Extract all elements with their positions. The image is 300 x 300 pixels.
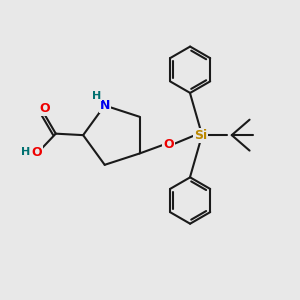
Text: N: N [100, 99, 110, 112]
Text: O: O [163, 138, 174, 151]
Text: H: H [92, 91, 101, 100]
Text: Si: Si [194, 129, 207, 142]
Text: O: O [39, 103, 50, 116]
Text: O: O [31, 146, 42, 159]
Text: H: H [20, 147, 30, 158]
